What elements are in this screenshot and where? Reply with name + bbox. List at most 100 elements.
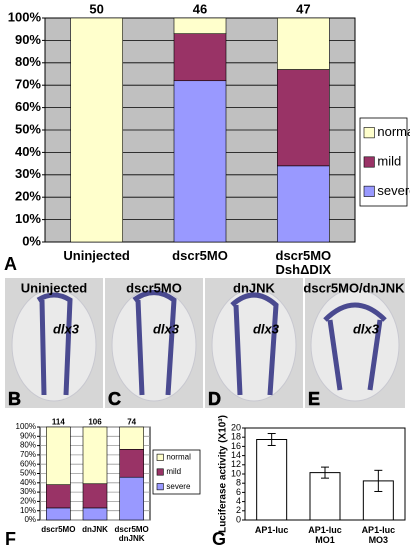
gene-label: dlx3 — [353, 321, 380, 336]
bar-segment — [277, 165, 330, 243]
stain — [132, 290, 177, 396]
bar-segment — [173, 17, 227, 34]
bar-segment — [173, 80, 227, 243]
x-tick-line: Uninjected — [63, 248, 130, 263]
y-tick-label: 30% — [15, 166, 41, 181]
x-tick-label: dscr5MO DshΔDIX — [276, 248, 332, 277]
y-tick-label: 90% — [20, 431, 36, 440]
y-tick-label: 12 — [231, 459, 241, 469]
legend-label: normal — [377, 124, 410, 139]
legend-swatch — [156, 468, 164, 476]
embryo — [211, 288, 297, 402]
legend-label: normal — [166, 452, 191, 461]
bar-segment — [46, 507, 71, 521]
x-tick-line: dscr5MO — [172, 248, 228, 263]
x-tick-line: DshΔDIX — [276, 262, 332, 277]
x-tick-line: dscr5MO — [115, 525, 149, 534]
y-tick-label: 40% — [20, 478, 36, 487]
y-tick-label: 60% — [20, 459, 36, 468]
x-tick-label: AP1-luc — [255, 525, 289, 535]
legend-label: severe — [377, 183, 410, 198]
y-tick-label: 0 — [236, 514, 241, 524]
y-tick-label: 0% — [24, 515, 36, 524]
y-tick-label: 40% — [15, 144, 41, 159]
bar-segment — [173, 33, 227, 82]
y-tick-label: 10 — [231, 468, 241, 478]
y-tick-label: 70% — [15, 77, 41, 92]
y-tick-label: 10% — [20, 506, 36, 515]
y-tick-label: 80% — [15, 54, 41, 69]
x-tick-line: MO1 — [315, 535, 335, 545]
bar-segment — [82, 483, 108, 509]
stain — [323, 302, 387, 391]
y-tick-label: 30% — [20, 487, 36, 496]
y-tick-label: 20% — [20, 497, 36, 506]
panel-letter: B — [8, 389, 21, 409]
bar-segment — [82, 426, 108, 485]
panel-letter: E — [308, 389, 320, 409]
photo-title: dnJNK — [233, 280, 276, 295]
y-tick-label: 20 — [231, 422, 241, 432]
y-tick-label: 20% — [15, 189, 41, 204]
x-tick-label: AP1-luc MO1 — [308, 525, 342, 545]
photo-title: Uninjected — [21, 280, 88, 295]
y-tick-label: 0% — [22, 233, 41, 248]
photo-title: dscr5MO/dnJNK — [303, 280, 405, 295]
y-tick-label: 14 — [231, 450, 241, 460]
legend-swatch — [156, 453, 164, 461]
y-tick-label: 6 — [236, 487, 241, 497]
legend-swatch — [156, 483, 164, 491]
bar-segment — [119, 449, 144, 478]
x-tick-line: MO3 — [369, 535, 389, 545]
legend-label: severe — [166, 482, 191, 491]
bar-segment — [277, 69, 330, 167]
x-tick-label: Uninjected — [63, 248, 130, 263]
count-label: 46 — [193, 2, 207, 17]
y-tick-label: 80% — [20, 441, 36, 450]
gene-label: dlx3 — [153, 321, 180, 336]
photo-title: dscr5MO — [126, 280, 182, 295]
count-label: 50 — [89, 2, 103, 17]
y-tick-label: 16 — [231, 441, 241, 451]
y-tick-label: 50% — [15, 121, 41, 136]
y-tick-label: 70% — [20, 450, 36, 459]
bar-segment — [82, 507, 108, 521]
stain — [230, 292, 279, 396]
legend-label: mild — [377, 153, 401, 168]
x-tick-line: AP1-luc — [362, 525, 396, 535]
x-tick-label: dnJNK — [82, 525, 108, 534]
x-tick-line: dscr5MO — [276, 248, 332, 263]
bar-segment — [119, 426, 144, 450]
y-tick-label: 100% — [16, 422, 36, 431]
embryo — [310, 288, 400, 402]
legend-swatch — [363, 156, 375, 168]
panel-letter: F — [5, 529, 16, 549]
legend-label: mild — [166, 467, 181, 476]
y-tick-label: 60% — [15, 99, 41, 114]
x-tick-label: dscr5MO — [41, 525, 75, 534]
bar-segment — [119, 476, 144, 521]
gene-label: dlx3 — [253, 321, 280, 336]
bar-segment — [277, 17, 330, 70]
stain — [36, 292, 73, 396]
embryo — [11, 288, 97, 402]
panel-letter: A — [4, 254, 17, 274]
legend-swatch — [363, 127, 375, 139]
x-tick-line: AP1-luc — [255, 525, 289, 535]
panel-letter: G — [212, 529, 226, 549]
y-tick-label: 10% — [15, 211, 41, 226]
bar-segment — [46, 484, 71, 509]
y-tick-label: 100% — [8, 9, 42, 24]
panel-letter: D — [208, 389, 221, 409]
x-tick-line: dnJNK — [119, 534, 145, 543]
bar-segment — [70, 17, 123, 243]
y-tick-label: 8 — [236, 478, 241, 488]
y-axis-label: Luciferase activity (X10³) — [218, 415, 229, 533]
count-label: 114 — [52, 417, 65, 426]
legend-swatch — [363, 185, 375, 197]
bar-segment — [46, 426, 71, 485]
x-tick-label: dscr5MO — [172, 248, 228, 263]
x-tick-label: dscr5MO dnJNK — [115, 525, 149, 543]
y-tick-label: 90% — [15, 32, 41, 47]
